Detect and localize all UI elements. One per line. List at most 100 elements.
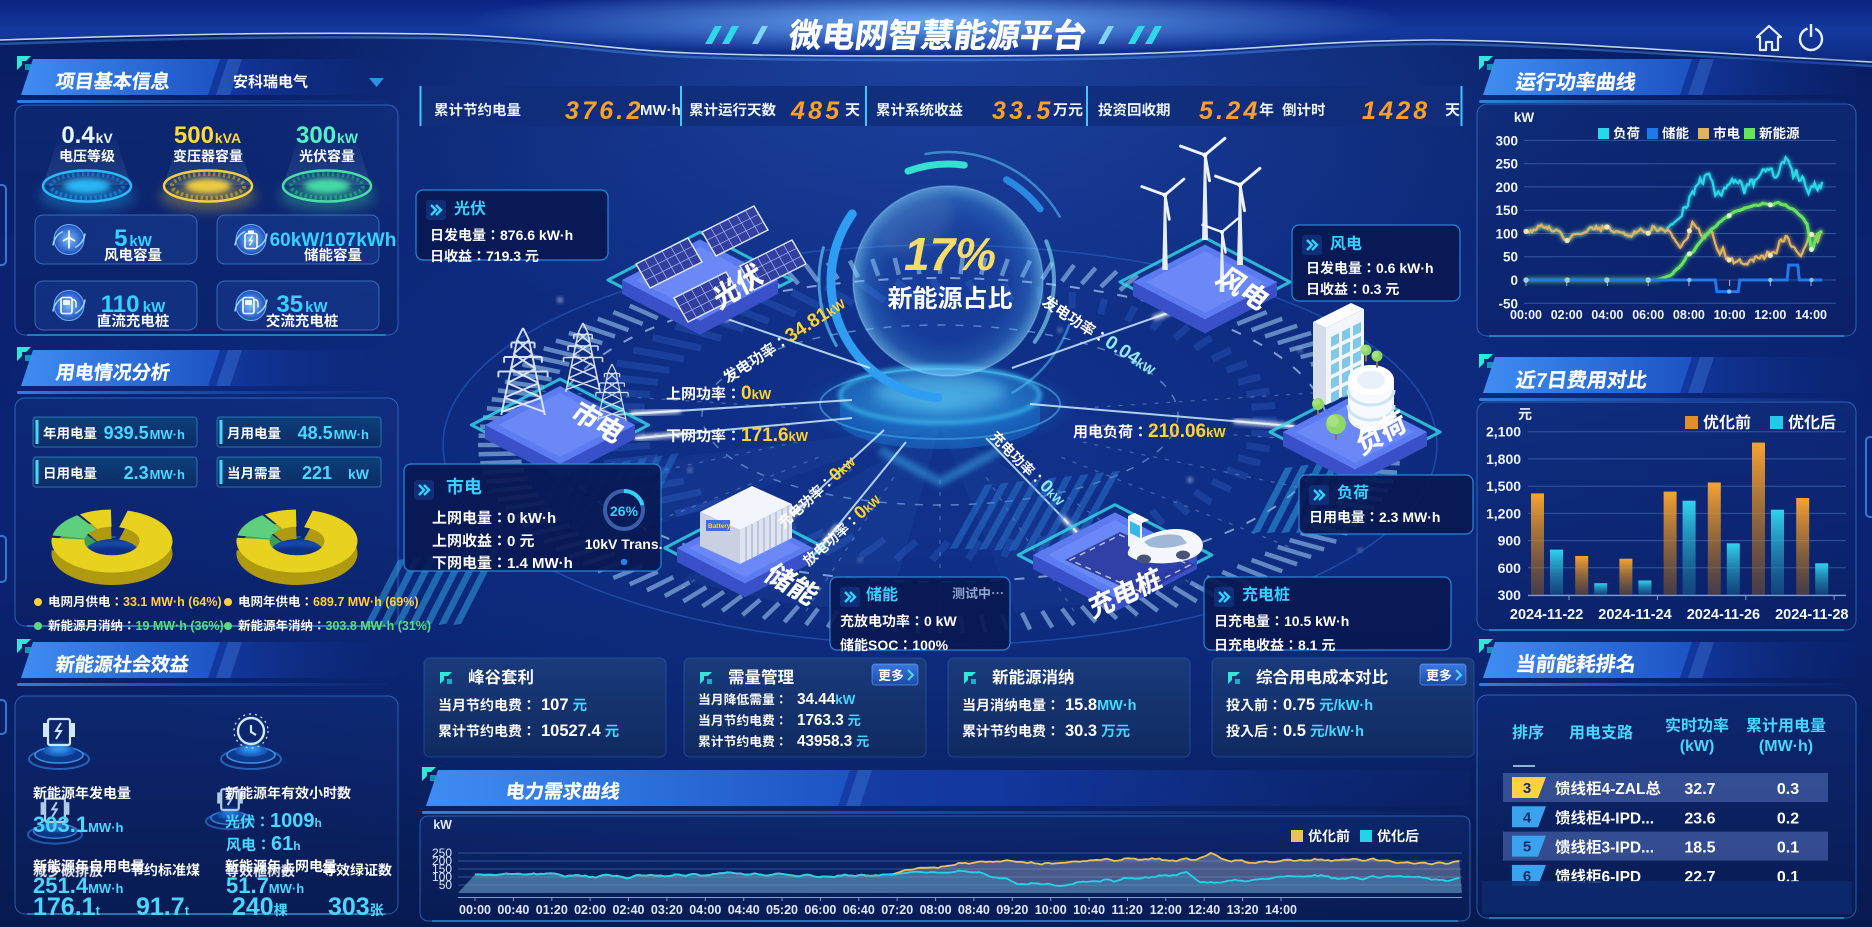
svg-text:/kW·h: /kW·h (1334, 698, 1373, 714)
svg-text:2,100: 2,100 (1486, 424, 1521, 440)
svg-text:12:00: 12:00 (1150, 903, 1182, 917)
svg-text:485: 485 (790, 97, 842, 125)
svg-text:10.5 kW·h: 10.5 kW·h (1284, 613, 1349, 629)
svg-text:176.1: 176.1 (33, 893, 96, 921)
svg-text:07:20: 07:20 (881, 903, 913, 917)
svg-text:10kV Trans.: 10kV Trans. (585, 536, 663, 552)
svg-text:MW·h: MW·h (88, 881, 123, 896)
svg-text:91.7: 91.7 (136, 893, 185, 921)
svg-text:2.3: 2.3 (124, 463, 149, 483)
svg-text:0: 0 (1511, 273, 1519, 288)
svg-text:5.24: 5.24 (1199, 97, 1260, 125)
svg-text:107: 107 (541, 696, 569, 714)
svg-text:4: 4 (1523, 809, 1532, 826)
svg-text:05:20: 05:20 (766, 903, 798, 917)
svg-text:kW: kW (433, 818, 452, 832)
svg-text:t: t (96, 903, 101, 918)
svg-text:250: 250 (432, 846, 452, 860)
svg-text:200: 200 (432, 854, 452, 868)
svg-text:26%: 26% (610, 503, 639, 519)
svg-text:300: 300 (1496, 133, 1519, 148)
svg-text:kW: kW (835, 692, 855, 707)
svg-text:303.8 MW·h (31%): 303.8 MW·h (31%) (326, 619, 432, 633)
svg-text:02:00: 02:00 (1551, 308, 1583, 322)
svg-text:35: 35 (276, 291, 303, 318)
svg-text:1,200: 1,200 (1486, 505, 1521, 521)
svg-text:221: 221 (302, 463, 332, 483)
svg-text:kV: kV (96, 130, 114, 146)
svg-text:15.8: 15.8 (1065, 696, 1097, 714)
svg-text:251.4: 251.4 (33, 873, 89, 898)
svg-text:kW: kW (143, 299, 166, 316)
svg-text:150: 150 (1496, 203, 1519, 218)
svg-text:0.6 kW·h: 0.6 kW·h (1376, 260, 1434, 276)
svg-text:MW·h: MW·h (150, 467, 185, 482)
svg-text:1763.3: 1763.3 (797, 712, 844, 729)
svg-text:250: 250 (1496, 157, 1519, 172)
svg-text:303: 303 (328, 893, 370, 921)
svg-text:2024-11-28: 2024-11-28 (1775, 607, 1848, 623)
svg-text:1,800: 1,800 (1486, 451, 1521, 467)
svg-text:14:00: 14:00 (1795, 308, 1827, 322)
svg-text:14:00: 14:00 (1265, 903, 1297, 917)
svg-text:0.5: 0.5 (1283, 722, 1306, 740)
svg-text:00:00: 00:00 (1510, 308, 1542, 322)
svg-text:kW: kW (129, 233, 152, 250)
svg-text:kW: kW (337, 130, 359, 146)
svg-text:17%: 17% (904, 228, 996, 280)
svg-text:0.3: 0.3 (1777, 781, 1799, 798)
svg-text:t: t (185, 903, 190, 918)
svg-text:09:20: 09:20 (996, 903, 1028, 917)
svg-text:00:00: 00:00 (459, 903, 491, 917)
svg-text:11:20: 11:20 (1112, 903, 1143, 917)
svg-text:MW·h: MW·h (1097, 698, 1136, 714)
svg-text:240: 240 (232, 893, 274, 921)
svg-text:13:20: 13:20 (1227, 903, 1259, 917)
svg-text:2024-11-22: 2024-11-22 (1510, 607, 1583, 623)
svg-text:150: 150 (432, 862, 452, 876)
svg-text:kW: kW (1206, 425, 1226, 440)
svg-text:23.6: 23.6 (1684, 810, 1715, 827)
svg-text:1428: 1428 (1362, 97, 1430, 125)
svg-text:MW·h: MW·h (88, 820, 123, 835)
svg-text:04:00: 04:00 (1591, 308, 1623, 322)
svg-text:/kW·h: /kW·h (1325, 724, 1364, 740)
svg-text:12:40: 12:40 (1188, 903, 1220, 917)
svg-text:171.6: 171.6 (741, 425, 789, 446)
svg-text:33.1 MW·h (64%): 33.1 MW·h (64%) (123, 595, 222, 609)
svg-text:600: 600 (1498, 560, 1522, 576)
svg-text:08:00: 08:00 (920, 903, 952, 917)
svg-text:5: 5 (1523, 839, 1531, 856)
svg-text:0 kW·h: 0 kW·h (507, 510, 556, 527)
svg-text:0: 0 (507, 533, 515, 550)
svg-text:h: h (293, 839, 300, 853)
svg-text:48.5: 48.5 (298, 423, 333, 443)
svg-text:kVA: kVA (215, 130, 241, 146)
svg-text:500: 500 (174, 122, 214, 149)
svg-text:(kW): (kW) (1680, 738, 1715, 755)
svg-text:3: 3 (1523, 780, 1531, 797)
svg-text:kW: kW (348, 466, 370, 482)
svg-text:0.75: 0.75 (1283, 696, 1315, 714)
svg-text:04:40: 04:40 (728, 903, 760, 917)
svg-text:100: 100 (1496, 227, 1519, 242)
svg-text:1,500: 1,500 (1486, 478, 1521, 494)
svg-text:376.2: 376.2 (565, 97, 644, 125)
svg-text:100%: 100% (912, 637, 948, 653)
svg-text:h: h (315, 816, 322, 830)
svg-text:30.3: 30.3 (1065, 722, 1097, 740)
svg-text:51.7: 51.7 (226, 873, 269, 898)
svg-text:2024-11-24: 2024-11-24 (1598, 607, 1671, 623)
svg-text:03:20: 03:20 (651, 903, 683, 917)
svg-text:210.06: 210.06 (1148, 421, 1206, 442)
svg-text:876.6 kW·h: 876.6 kW·h (500, 227, 573, 243)
svg-text:303.1: 303.1 (33, 812, 88, 837)
svg-text:3-IPD...: 3-IPD... (1602, 840, 1655, 857)
svg-text:00:40: 00:40 (497, 903, 529, 917)
svg-text:MW·h: MW·h (269, 881, 304, 896)
svg-text:-50: -50 (1499, 296, 1519, 311)
svg-text:06:00: 06:00 (804, 903, 836, 917)
svg-text:2.3 MW·h: 2.3 MW·h (1379, 509, 1440, 525)
svg-text:1009: 1009 (270, 810, 315, 832)
svg-text:50: 50 (1503, 250, 1518, 265)
